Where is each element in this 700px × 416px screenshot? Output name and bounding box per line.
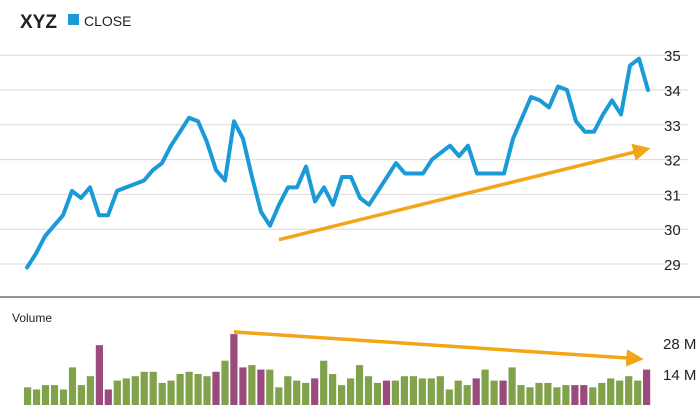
legend-label-close: CLOSE xyxy=(84,13,131,29)
volume-bar xyxy=(463,385,471,405)
volume-bar xyxy=(580,385,588,405)
volume-bar xyxy=(59,389,68,405)
volume-bar xyxy=(589,387,597,405)
volume-bar xyxy=(517,385,525,405)
price-tick-label: 31 xyxy=(664,187,681,204)
volume-bar xyxy=(454,380,462,405)
volume-bar xyxy=(50,385,59,405)
volume-bar xyxy=(373,382,382,405)
volume-bar xyxy=(436,376,444,405)
volume-bar xyxy=(472,378,480,405)
volume-bar xyxy=(41,385,50,405)
price-panel: XYZ CLOSE 29 30 31 32 33 34 35 xyxy=(0,12,688,274)
volume-bar xyxy=(140,371,148,405)
volume-title: Volume xyxy=(12,311,52,325)
volume-bar xyxy=(95,345,103,405)
volume-bar xyxy=(311,378,319,405)
volume-bar xyxy=(212,371,220,405)
volume-bar xyxy=(239,367,247,405)
volume-bar xyxy=(293,380,301,405)
volume-bar xyxy=(122,378,130,405)
volume-bar xyxy=(284,376,292,405)
volume-bar xyxy=(320,360,328,405)
volume-bar xyxy=(355,365,364,405)
volume-bar xyxy=(257,369,265,405)
volume-bar xyxy=(248,365,256,405)
volume-bar xyxy=(275,387,283,405)
volume-bar xyxy=(266,369,274,405)
volume-bar xyxy=(77,385,85,405)
volume-bar xyxy=(553,387,561,405)
volume-bar xyxy=(230,334,238,405)
price-tick-label: 30 xyxy=(664,222,681,239)
volume-panel: Volume 14 M 28 M xyxy=(12,311,696,405)
volume-bar xyxy=(68,367,77,405)
volume-bar xyxy=(481,369,489,405)
volume-tick-label: 14 M xyxy=(663,367,696,384)
volume-bar xyxy=(562,385,570,405)
volume-bar xyxy=(113,380,121,405)
volume-bar xyxy=(418,378,426,405)
legend-swatch-close xyxy=(68,14,79,25)
volume-bar xyxy=(508,367,516,405)
volume-bar xyxy=(445,389,453,405)
volume-bar xyxy=(526,387,534,405)
volume-bar xyxy=(302,382,310,405)
volume-bar xyxy=(176,374,184,405)
chart-title: XYZ xyxy=(20,12,57,33)
volume-bar xyxy=(391,380,399,405)
volume-bar xyxy=(329,374,337,405)
volume-bar xyxy=(607,378,615,405)
price-tick-label: 32 xyxy=(664,153,681,170)
volume-bar xyxy=(86,376,94,405)
volume-bar xyxy=(347,378,355,405)
volume-bar xyxy=(616,380,624,405)
price-tick-label: 35 xyxy=(664,48,681,65)
volume-bar xyxy=(634,380,642,405)
volume-bar xyxy=(24,387,32,405)
volume-bar xyxy=(409,376,417,405)
volume-bar xyxy=(571,385,579,405)
volume-bar xyxy=(104,389,112,405)
volume-bar xyxy=(499,380,507,405)
price-tick-label: 33 xyxy=(664,118,681,135)
price-trend-arrow xyxy=(278,143,651,242)
volume-tick-label: 28 M xyxy=(663,336,696,353)
volume-bar xyxy=(203,376,211,405)
volume-bar xyxy=(382,380,391,405)
volume-bar xyxy=(194,374,202,405)
volume-bar xyxy=(364,376,373,405)
price-tick-label: 34 xyxy=(664,83,681,100)
volume-trend-arrow xyxy=(233,330,644,367)
volume-bar xyxy=(167,380,175,405)
price-tick-label: 29 xyxy=(664,257,681,274)
volume-bar xyxy=(33,389,41,405)
volume-bar xyxy=(158,382,166,405)
volume-bar xyxy=(400,376,408,405)
volume-bar xyxy=(131,376,139,405)
volume-bar xyxy=(535,382,543,405)
volume-bar xyxy=(598,382,606,405)
volume-bar xyxy=(427,378,435,405)
volume-bar xyxy=(185,371,193,405)
volume-bar xyxy=(221,360,229,405)
volume-bar xyxy=(338,385,346,405)
volume-bar xyxy=(643,369,651,405)
volume-bar xyxy=(149,371,157,405)
volume-bar xyxy=(625,376,633,405)
volume-bar xyxy=(490,380,498,405)
close-price-line xyxy=(25,56,650,270)
volume-bar xyxy=(544,382,552,405)
